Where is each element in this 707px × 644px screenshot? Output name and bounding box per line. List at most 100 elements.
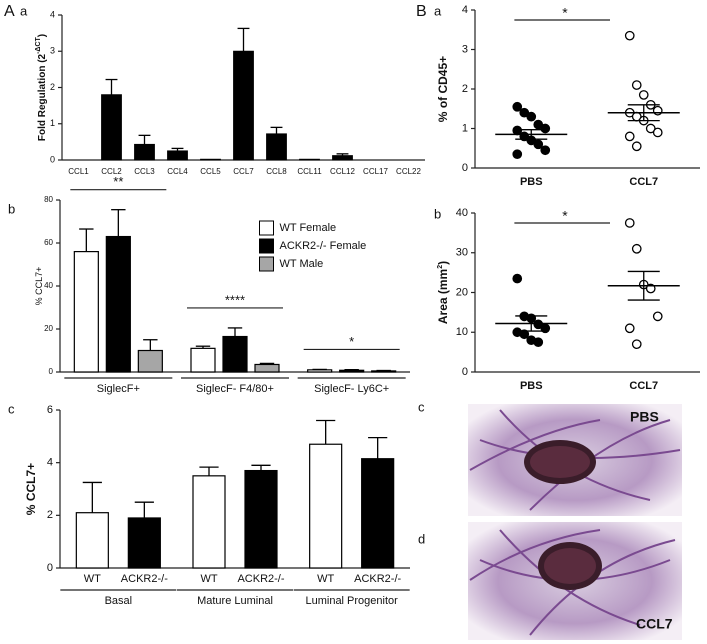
significance-label: ** (113, 174, 123, 189)
y-tick-label: 4 (462, 4, 468, 16)
y-axis-label-end: ) (436, 261, 450, 265)
y-tick-label: 20 (456, 286, 468, 298)
x-tick-label: SiglecF- Ly6C+ (314, 383, 389, 395)
x-tick-label: CCL1 (68, 167, 89, 176)
error-bar (344, 368, 359, 371)
error-bar (143, 339, 158, 351)
error-bar (227, 327, 243, 337)
error-bar (79, 228, 94, 252)
data-point (540, 145, 551, 156)
image-caption: CCL7 (636, 616, 673, 632)
data-point (533, 139, 544, 150)
error-bar (82, 481, 102, 513)
error-bar (251, 464, 271, 471)
x-tick-label: CCL4 (167, 167, 188, 176)
data-point (631, 339, 642, 350)
y-axis-label: % CCL7+ (24, 463, 38, 515)
data-point (512, 101, 523, 112)
data-point (512, 149, 523, 160)
legend-swatch (259, 238, 274, 254)
legend-swatch (259, 256, 274, 272)
data-point (624, 30, 635, 41)
error-bar (138, 134, 151, 145)
x-tick-label: CCL22 (396, 167, 421, 176)
bar (266, 133, 287, 161)
y-tick-label: 1 (50, 118, 55, 128)
bar (244, 469, 278, 569)
lymph-node (530, 446, 590, 478)
bar (307, 369, 333, 373)
x-tick-label: Basal (105, 595, 133, 607)
y-tick-label: 0 (462, 162, 468, 174)
panel-label: a (20, 3, 28, 18)
bar (75, 512, 109, 569)
y-tick-label: 2 (50, 82, 55, 92)
y-axis-label-text: % of CD45+ (436, 56, 450, 122)
bar (309, 443, 343, 569)
y-tick-label: 4 (47, 457, 53, 469)
bar (332, 155, 353, 161)
bar (101, 94, 122, 161)
y-axis-label-text: % CCL7+ (34, 267, 44, 306)
bar-label: ACKR2-/- (121, 573, 168, 585)
data-point (519, 329, 530, 340)
y-axis-label: % of CD45+ (436, 56, 450, 122)
y-tick-label: 30 (456, 247, 468, 259)
y-tick-label: 3 (462, 43, 468, 55)
data-point (631, 80, 642, 90)
error-bar (237, 27, 250, 52)
y-tick-label: 40 (456, 207, 468, 219)
y-tick-label: 10 (456, 326, 468, 338)
y-tick-label: 2 (47, 509, 53, 521)
panel-label: a (434, 3, 442, 18)
x-tick-label: CCL12 (330, 167, 355, 176)
bar (190, 347, 216, 373)
legend-label: ACKR2-/- Female (280, 240, 367, 252)
image-caption: PBS (630, 409, 659, 425)
x-tick-label: CCL7 (629, 380, 658, 392)
x-tick-label: CCL7 (629, 176, 658, 188)
data-point (526, 111, 537, 122)
y-axis-label-text: % CCL7+ (24, 463, 38, 515)
y-tick-label: 60 (44, 238, 53, 247)
error-bar (134, 501, 154, 518)
data-point (652, 127, 663, 138)
bar (299, 158, 320, 161)
bar (233, 50, 254, 161)
y-tick-label: 6 (47, 404, 53, 416)
figure-label: A (4, 3, 15, 20)
y-tick-label: 2 (462, 83, 468, 95)
lymph-node (544, 548, 596, 584)
significance-label: **** (225, 292, 245, 307)
bar-label: ACKR2-/- (354, 573, 401, 585)
bar (339, 369, 365, 373)
x-tick-label: SiglecF+ (97, 383, 140, 395)
y-tick-label: 0 (462, 366, 468, 378)
y-axis-label-text: Area (mm (436, 269, 450, 324)
bar (192, 475, 226, 569)
x-tick-label: SiglecF- F4/80+ (196, 383, 274, 395)
y-axis-label: % CCL7+ (34, 267, 44, 306)
y-tick-label: 20 (44, 324, 53, 333)
bar (134, 143, 155, 161)
error-bar (336, 153, 349, 156)
legend-label: WT Female (280, 222, 337, 234)
significance-label: * (562, 5, 568, 21)
legend-label: WT Male (280, 258, 324, 270)
data-point (624, 131, 635, 142)
x-tick-label: Luminal Progenitor (305, 595, 398, 607)
x-tick-label: CCL17 (363, 167, 388, 176)
bar-label: WT (317, 573, 334, 585)
bar (200, 158, 221, 161)
x-tick-label: CCL5 (200, 167, 221, 176)
error-bar (316, 419, 336, 445)
data-point (624, 323, 635, 334)
x-tick-label: CCL2 (101, 167, 122, 176)
x-tick-label: CCL11 (297, 167, 322, 176)
bar-label: WT (200, 573, 217, 585)
error-bar (105, 78, 118, 95)
bar (254, 363, 280, 373)
y-tick-label: 1 (462, 122, 468, 134)
bar-label: ACKR2-/- (237, 573, 284, 585)
